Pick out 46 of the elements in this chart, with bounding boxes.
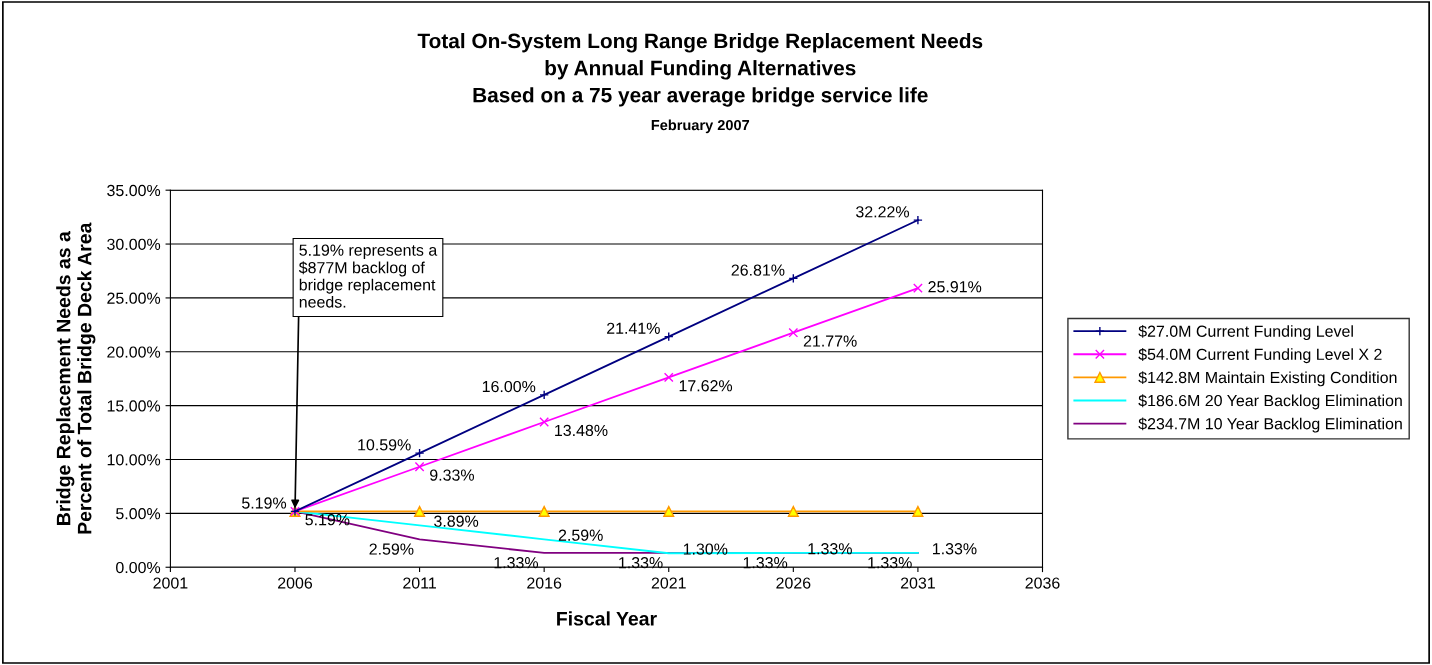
legend-label: $234.7M 10 Year Backlog Elimination [1138, 417, 1402, 433]
annotation: 5.19% represents a $877M backlog of bridge replacement needs. [298, 244, 438, 308]
x-tick-label: 2011 [403, 577, 436, 589]
y-tick-label: 5.00% [116, 508, 161, 520]
x-tick-label: 2021 [651, 577, 686, 589]
legend-label: $54.0M Current Funding Level X 2 [1138, 348, 1382, 364]
data-label: 3.89% [434, 515, 479, 527]
data-label: 21.77% [803, 335, 857, 347]
x-tick-label: 2016 [527, 577, 562, 589]
chart-title: Total On-System Long Range Bridge Replacement Needs by Annual Funding Alternatives Based on a 75 year average bridge service life [417, 33, 983, 107]
legend-label: $186.6M 20 Year Backlog Elimination [1138, 394, 1402, 410]
x-tick-label: 2031 [900, 577, 935, 589]
data-label: 1.33% [808, 543, 852, 555]
x-tick-label: 2036 [1025, 577, 1060, 589]
y-tick-label: 15.00% [107, 400, 161, 412]
x-axis-title: Fiscal Year [557, 611, 657, 626]
y-axis-title: Bridge Replacement Needs as a Percent of Total Bridge Deck Area [56, 222, 96, 534]
y-tick-label: 0.00% [116, 561, 161, 574]
legend-label: $27.0M Current Funding Level [1138, 324, 1353, 341]
data-label: 1.33% [619, 557, 663, 569]
data-label: 2.59% [369, 543, 414, 555]
x-tick-label: 2001 [153, 577, 188, 589]
data-label: 17.62% [679, 380, 733, 392]
data-label: 5.19% [242, 497, 287, 509]
x-tick-label: 2006 [278, 577, 313, 589]
data-label: 9.33% [430, 469, 475, 481]
data-label: 21.41% [607, 322, 660, 334]
data-label: 1.33% [868, 557, 912, 569]
y-tick-label: 25.00% [107, 292, 161, 304]
data-label: 16.00% [482, 380, 536, 393]
data-label: 10.59% [358, 439, 411, 451]
data-label: 25.91% [928, 281, 982, 293]
data-label: 1.33% [743, 557, 788, 569]
data-label: 26.81% [731, 264, 785, 276]
data-label: 32.22% [856, 206, 910, 218]
chart-subtitle: February 2007 [651, 119, 750, 134]
data-label: 1.33% [933, 543, 977, 555]
y-tick-label: 35.00% [107, 184, 161, 197]
x-tick-label: 2026 [776, 577, 811, 589]
data-label: 2.59% [558, 529, 603, 541]
y-tick-label: 20.00% [107, 346, 161, 358]
data-label: 13.48% [555, 424, 608, 437]
y-tick-label: 10.00% [107, 454, 161, 466]
y-tick-label: 30.00% [107, 238, 161, 250]
legend-label: $142.8M Maintain Existing Condition [1138, 371, 1397, 387]
data-label: 1.33% [494, 557, 539, 569]
